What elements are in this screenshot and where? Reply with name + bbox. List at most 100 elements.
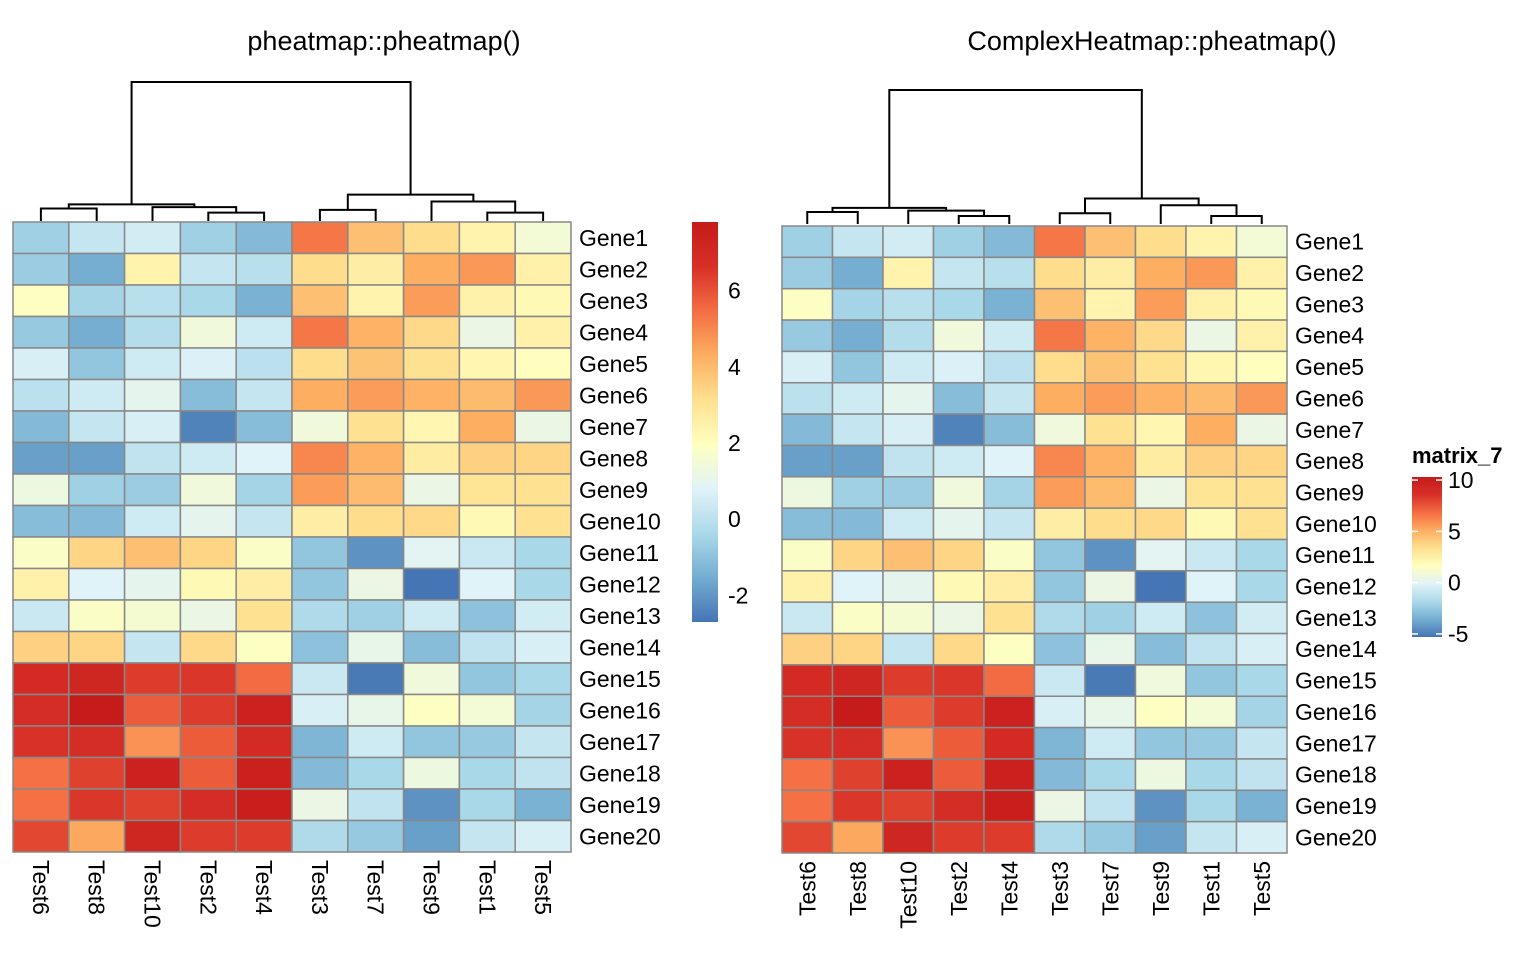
heatmap-cell — [68, 788, 126, 822]
column-label: Test5 — [530, 860, 556, 915]
row-label: Gene1 — [579, 225, 648, 251]
row-label: Gene4 — [1295, 323, 1364, 349]
heatmap-cell — [179, 315, 237, 349]
heatmap-cell — [882, 382, 935, 415]
heatmap-cell — [882, 413, 935, 447]
heatmap-cell — [291, 756, 349, 790]
heatmap-cell — [458, 284, 516, 318]
heatmap-cell — [235, 504, 293, 538]
heatmap-cell — [882, 225, 935, 259]
heatmap-cell — [1033, 632, 1086, 666]
heatmap-cell — [1235, 538, 1288, 572]
heatmap-cell — [123, 410, 182, 444]
heatmap-cell — [347, 252, 405, 286]
heatmap-cell — [1134, 256, 1187, 290]
heatmap-cell — [235, 315, 293, 349]
heatmap-cell — [882, 350, 935, 384]
heatmap-cell — [1185, 664, 1238, 698]
heatmap-cell — [831, 287, 884, 321]
row-label: Gene15 — [579, 666, 661, 692]
heatmap-cell — [68, 756, 126, 790]
row-label: Gene9 — [1295, 479, 1364, 505]
heatmap-cell — [932, 444, 985, 478]
dendrogram-branch — [1210, 214, 1263, 224]
heatmap-cell — [1185, 507, 1238, 541]
heatmap-cell — [1134, 726, 1187, 760]
column-label: Test8 — [84, 860, 110, 915]
heatmap-cell — [402, 347, 461, 381]
heatmap-cell — [1235, 350, 1288, 384]
heatmap-cell — [514, 441, 572, 475]
heatmap-cell — [882, 820, 935, 854]
heatmap-cell — [1084, 382, 1137, 415]
heatmap-cell — [402, 662, 461, 696]
heatmap-cell — [458, 756, 516, 790]
heatmap-cell — [458, 819, 516, 853]
heatmap-cell — [1084, 789, 1137, 823]
heatmap-cell — [68, 725, 126, 759]
heatmap-cell — [1185, 319, 1238, 353]
heatmap-cell — [514, 504, 572, 538]
heatmap-cell — [983, 319, 1036, 353]
row-label: Gene8 — [1295, 448, 1364, 474]
heatmap-right: Gene1 Gene2 Gene3 Gene4 Gene5 Gene6 Gene7 Gene8… — [781, 225, 1377, 929]
heatmap-cell — [983, 413, 1036, 447]
dendrogram-branch — [207, 211, 266, 221]
heatmap-cell — [781, 476, 834, 509]
column-label: Test2 — [195, 860, 221, 915]
heatmap-cell — [402, 284, 461, 318]
heatmap-cell — [932, 507, 985, 541]
heatmap-cell — [514, 756, 572, 790]
heatmap-cell — [781, 413, 834, 447]
heatmap-cell — [291, 788, 349, 822]
heatmap-cell — [235, 473, 293, 507]
heatmap-cell — [514, 536, 572, 570]
column-dendrogram-left — [39, 81, 545, 221]
heatmap-cell — [291, 315, 349, 349]
heatmap-cell — [1185, 538, 1238, 572]
row-label: Gene7 — [579, 414, 648, 440]
heatmap-cell — [235, 756, 293, 790]
row-label: Gene18 — [1295, 762, 1377, 788]
heatmap-cell — [882, 601, 935, 635]
heatmap-cell — [781, 632, 834, 666]
heatmap-cell — [123, 315, 182, 349]
heatmap-cell — [123, 567, 182, 601]
heatmap-cell — [291, 504, 349, 538]
heatmap-cell — [831, 476, 884, 509]
heatmap-cell — [1084, 350, 1137, 384]
heatmap-cell — [1235, 413, 1288, 447]
heatmap-cell — [291, 347, 349, 381]
heatmap-cell — [932, 476, 985, 509]
heatmap-cell — [831, 695, 884, 729]
heatmap-cell — [12, 252, 70, 286]
heatmap-cell — [179, 567, 237, 601]
heatmap-cell — [123, 788, 182, 822]
heatmap-cell — [932, 538, 985, 572]
heatmap-cell — [1033, 476, 1086, 509]
heatmap-cell — [179, 788, 237, 822]
heatmap-cell — [458, 693, 516, 727]
heatmap-cell — [1185, 820, 1238, 854]
heatmap-cell — [831, 570, 884, 603]
row-label: Gene20 — [579, 823, 661, 849]
heatmap-cell — [514, 221, 572, 255]
heatmap-cell — [68, 630, 126, 664]
row-label: Gene15 — [1295, 668, 1377, 694]
heatmap-cell — [235, 819, 293, 853]
heatmap-cell — [1084, 820, 1137, 854]
heatmap-cell — [1134, 350, 1187, 384]
heatmap-cell — [932, 695, 985, 729]
heatmap-cell — [123, 473, 182, 507]
heatmap-cell — [12, 630, 70, 664]
column-label: Test4 — [251, 860, 277, 915]
heatmap-cell — [1084, 601, 1137, 635]
heatmap-cell — [882, 570, 935, 603]
row-label: Gene5 — [1295, 354, 1364, 380]
heatmap-cell — [781, 256, 834, 290]
heatmap-cell — [291, 410, 349, 444]
heatmap-cell — [68, 473, 126, 507]
heatmap-cell — [235, 441, 293, 475]
heatmap-cell — [882, 476, 935, 509]
heatmap-cell — [1084, 664, 1137, 698]
